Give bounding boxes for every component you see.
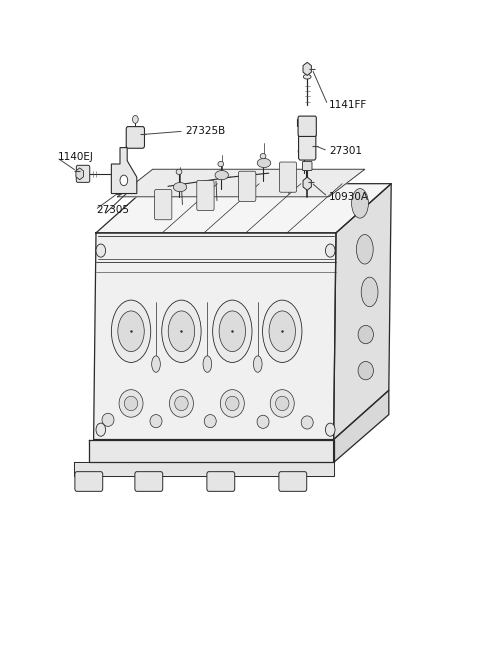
FancyBboxPatch shape	[135, 472, 163, 491]
FancyBboxPatch shape	[126, 127, 144, 148]
Polygon shape	[111, 148, 137, 194]
Text: 27301: 27301	[329, 146, 362, 156]
Ellipse shape	[260, 154, 266, 159]
Text: 10930A: 10930A	[329, 192, 369, 202]
Polygon shape	[74, 462, 334, 476]
Ellipse shape	[301, 416, 313, 429]
FancyBboxPatch shape	[76, 165, 90, 182]
FancyBboxPatch shape	[197, 180, 214, 211]
Ellipse shape	[150, 415, 162, 428]
Ellipse shape	[124, 396, 138, 411]
FancyBboxPatch shape	[302, 161, 312, 171]
Polygon shape	[334, 390, 389, 462]
Ellipse shape	[219, 311, 245, 352]
FancyBboxPatch shape	[239, 171, 256, 201]
Ellipse shape	[351, 189, 369, 218]
Circle shape	[132, 115, 138, 123]
Polygon shape	[96, 184, 391, 233]
Ellipse shape	[303, 74, 311, 79]
Ellipse shape	[361, 277, 378, 306]
Polygon shape	[94, 233, 336, 440]
Polygon shape	[89, 440, 334, 462]
FancyBboxPatch shape	[75, 472, 103, 491]
Ellipse shape	[253, 356, 262, 372]
Circle shape	[96, 244, 106, 257]
Ellipse shape	[204, 415, 216, 428]
Ellipse shape	[257, 158, 271, 167]
Ellipse shape	[257, 415, 269, 428]
Ellipse shape	[358, 325, 373, 344]
Text: 1140EJ: 1140EJ	[58, 152, 94, 163]
Circle shape	[325, 423, 335, 436]
Text: 1141FF: 1141FF	[329, 100, 367, 110]
Ellipse shape	[226, 396, 239, 411]
Ellipse shape	[175, 396, 188, 411]
FancyBboxPatch shape	[207, 472, 235, 491]
FancyBboxPatch shape	[279, 472, 307, 491]
Ellipse shape	[111, 300, 151, 362]
Ellipse shape	[298, 147, 312, 156]
Circle shape	[325, 244, 335, 257]
Ellipse shape	[176, 169, 182, 174]
Polygon shape	[118, 169, 365, 197]
Ellipse shape	[218, 161, 224, 167]
Polygon shape	[334, 184, 391, 440]
Ellipse shape	[263, 300, 302, 362]
Ellipse shape	[169, 390, 193, 417]
FancyBboxPatch shape	[299, 132, 316, 160]
Ellipse shape	[276, 396, 289, 411]
Ellipse shape	[168, 311, 195, 352]
Ellipse shape	[213, 300, 252, 362]
Ellipse shape	[270, 390, 294, 417]
Ellipse shape	[173, 182, 187, 192]
FancyBboxPatch shape	[155, 190, 172, 220]
FancyBboxPatch shape	[279, 162, 297, 192]
Ellipse shape	[203, 356, 212, 372]
FancyBboxPatch shape	[298, 116, 316, 136]
Ellipse shape	[358, 361, 373, 380]
Ellipse shape	[215, 171, 228, 180]
Ellipse shape	[301, 146, 307, 151]
Ellipse shape	[220, 390, 244, 417]
Circle shape	[120, 175, 128, 186]
Ellipse shape	[356, 235, 373, 264]
Ellipse shape	[118, 311, 144, 352]
Ellipse shape	[119, 390, 143, 417]
Circle shape	[96, 423, 106, 436]
Ellipse shape	[162, 300, 201, 362]
Ellipse shape	[269, 311, 295, 352]
Ellipse shape	[152, 356, 160, 372]
Text: 27305: 27305	[96, 205, 129, 215]
Text: 27325B: 27325B	[185, 126, 225, 136]
Ellipse shape	[102, 413, 114, 426]
